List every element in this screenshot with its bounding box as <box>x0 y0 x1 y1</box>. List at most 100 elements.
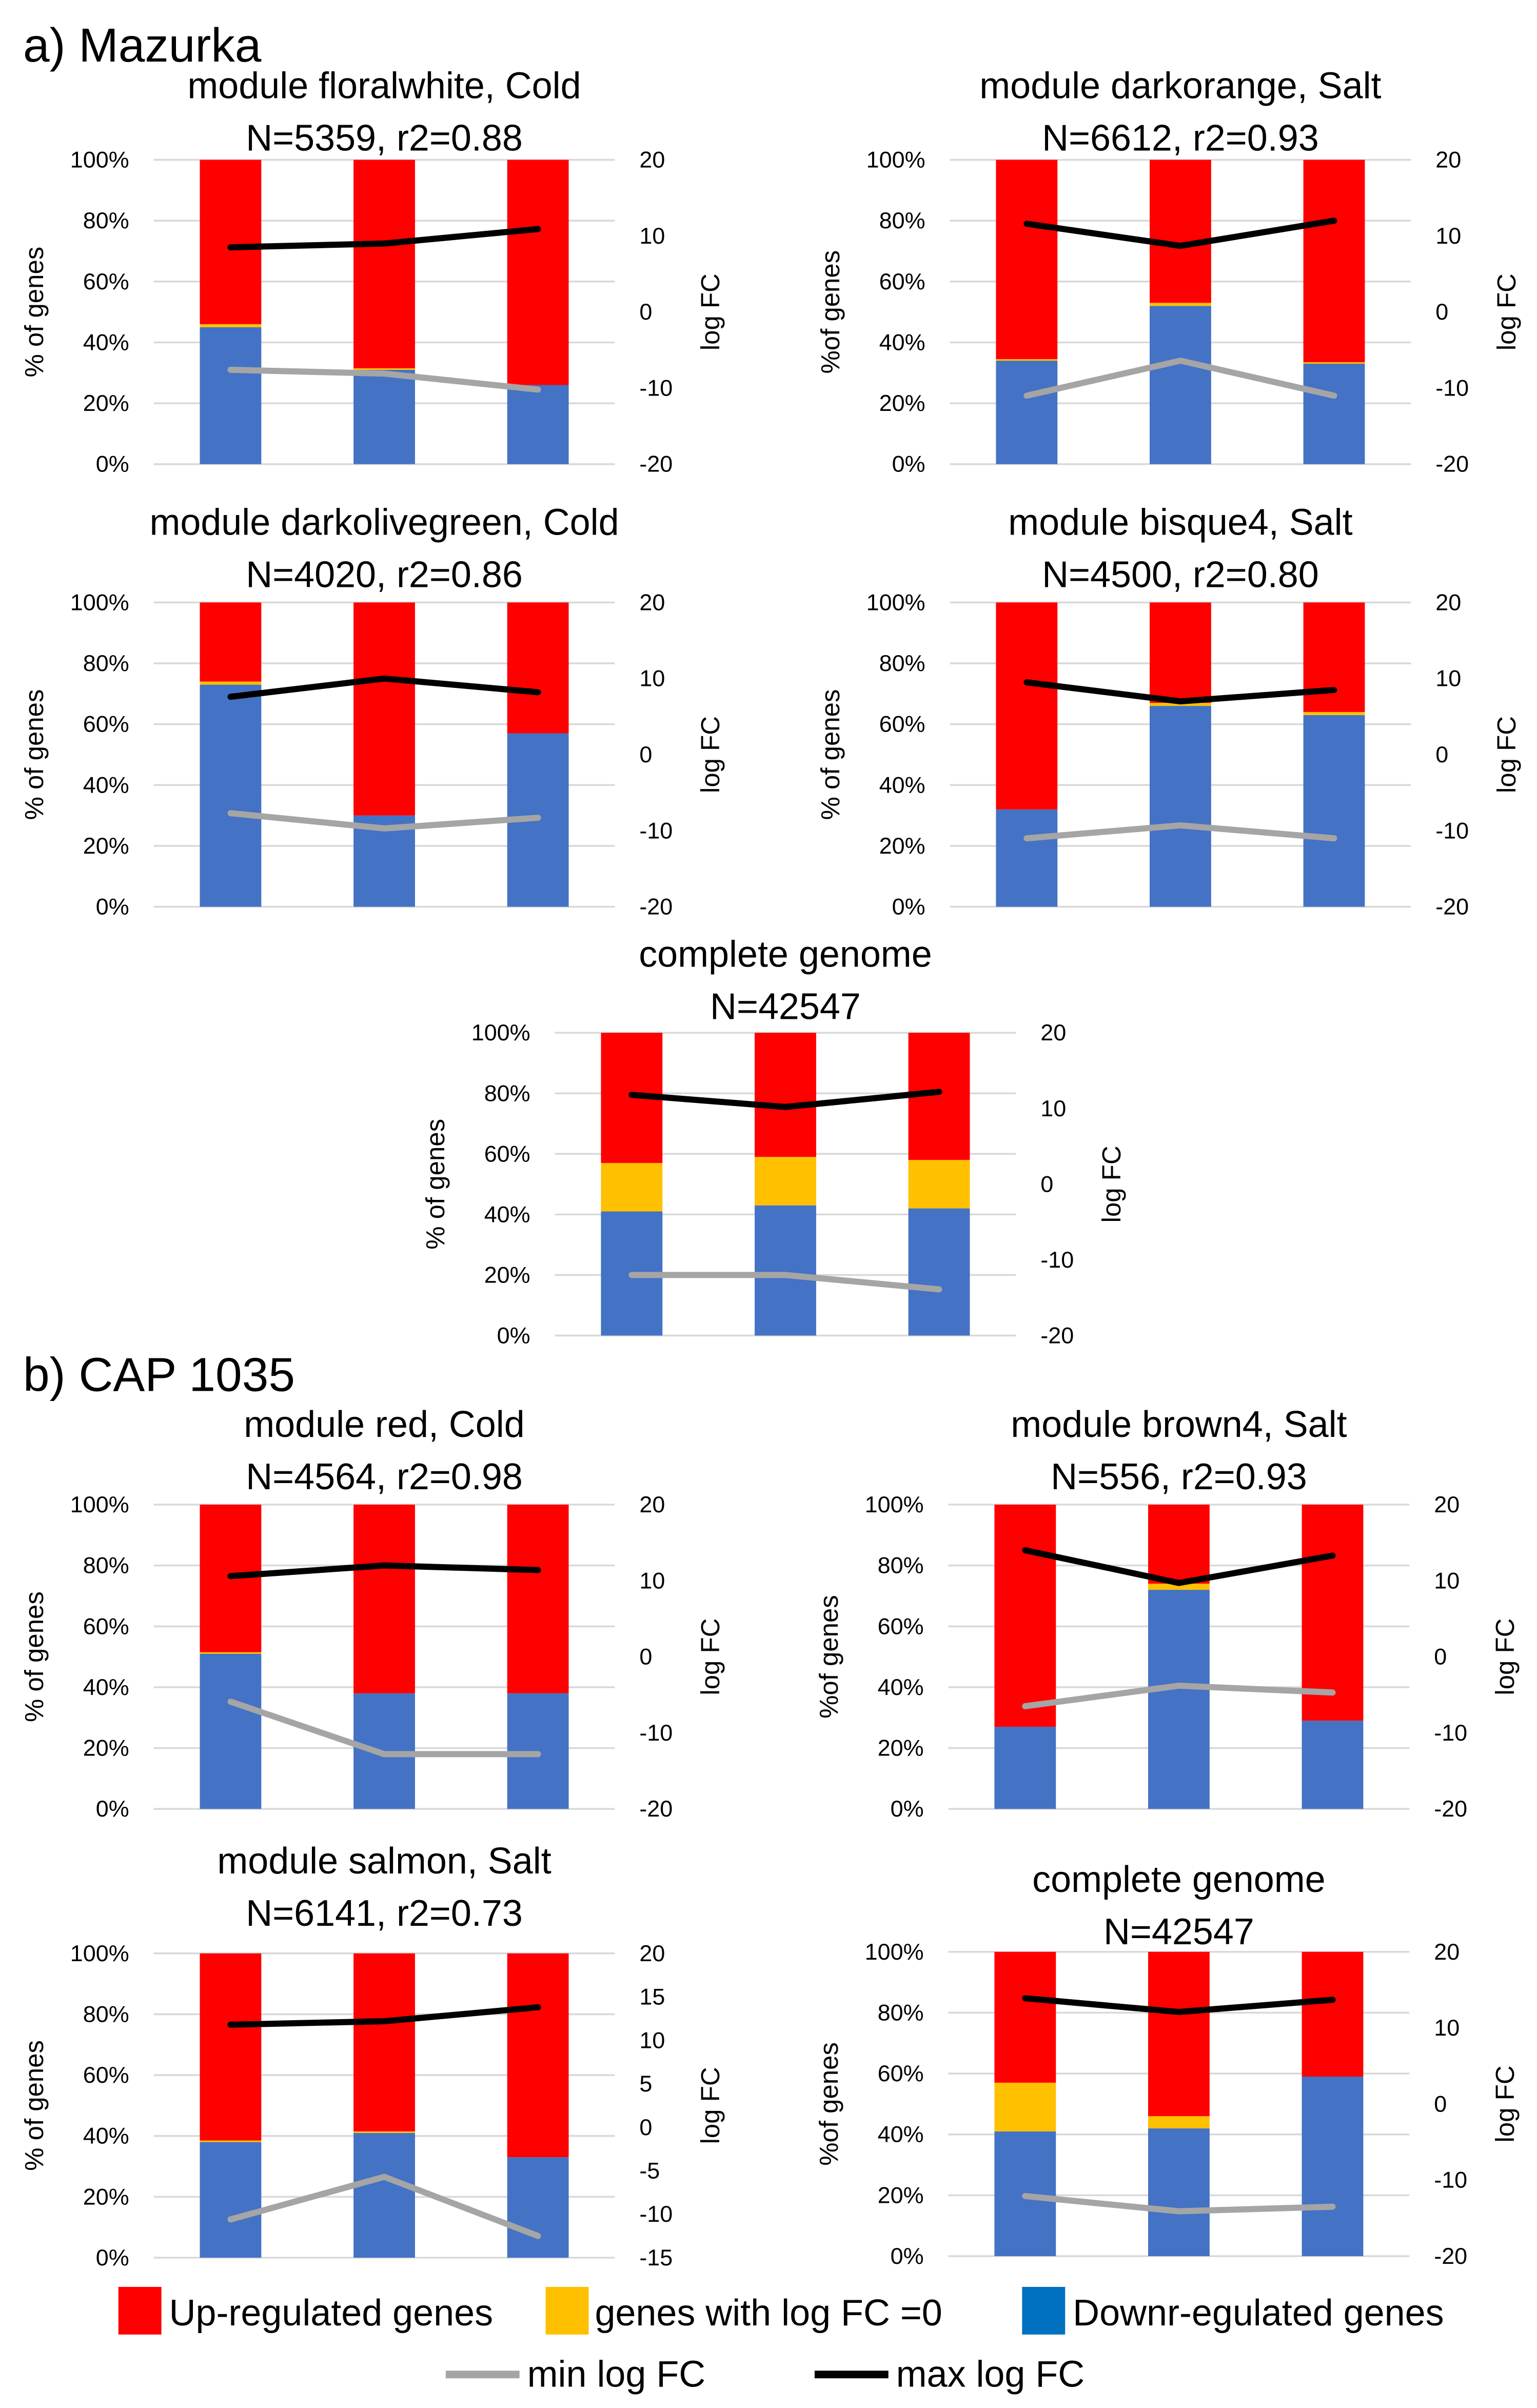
y2-tick-label: 20 <box>639 147 665 173</box>
y-axis-label: % of genes <box>19 689 49 820</box>
bar-up <box>200 602 262 682</box>
min-log-fc-line <box>227 1699 541 1758</box>
y-tick-label: 40% <box>83 2123 129 2149</box>
y-tick-label: 100% <box>865 1491 924 1517</box>
y2-tick-label: 10 <box>1434 2015 1460 2041</box>
bar-down <box>1149 706 1211 907</box>
bar-up <box>507 602 569 734</box>
y2-tick-label: -10 <box>639 1720 673 1746</box>
bar-down <box>353 369 415 464</box>
chart-subtitle: N=6141, r2=0.73 <box>246 1893 523 1934</box>
y2-tick-label: -10 <box>1435 374 1469 401</box>
bar-up <box>353 1953 415 2131</box>
y2-axis-label: log FC <box>696 2067 725 2144</box>
y2-tick-label: -10 <box>639 817 673 843</box>
y2-tick-label: -20 <box>1435 894 1469 920</box>
bar-up <box>353 160 415 368</box>
y-tick-label: 80% <box>83 2001 129 2027</box>
y-tick-label: 0% <box>96 2244 129 2271</box>
y2-tick-label: -20 <box>639 894 673 920</box>
min-log-fc-line <box>1023 358 1337 399</box>
chart-2: module darkorange, Salt N=6612, r2=0.93 0%… <box>816 66 1521 477</box>
bar-down <box>996 809 1058 907</box>
y2-axis-label: log FC <box>1492 273 1521 350</box>
max-log-fc-line <box>227 226 541 251</box>
y2-axis-label: log FC <box>1492 716 1521 793</box>
y2-tick-label: 20 <box>1435 589 1461 615</box>
y-tick-label: 40% <box>83 1674 129 1700</box>
section-a-label: a) Mazurka <box>23 18 262 72</box>
y-tick-label: 60% <box>879 268 925 294</box>
bar-zero <box>1148 2116 1210 2128</box>
y2-tick-label: 5 <box>639 2070 652 2097</box>
y-tick-label: 40% <box>83 329 129 355</box>
min-log-fc-line <box>227 810 541 832</box>
y-tick-label: 0% <box>96 1795 129 1822</box>
bar-down <box>507 2157 569 2258</box>
legend-label-max: max log FC <box>896 2354 1085 2395</box>
bar-up <box>200 160 262 324</box>
bar-up <box>1303 160 1365 363</box>
bar-up <box>200 1953 262 2141</box>
bar-down <box>200 1653 262 1809</box>
y-tick-label: 100% <box>70 589 129 615</box>
y-tick-label: 100% <box>865 1939 924 1965</box>
y2-axis-label: log FC <box>1097 1146 1126 1222</box>
max-log-fc-line <box>227 2004 541 2028</box>
y-tick-label: 20% <box>878 1735 924 1761</box>
charts: module floralwhite, Cold N=5359, r2=0.88 0… <box>19 66 1521 2271</box>
y2-tick-label: -15 <box>639 2244 673 2271</box>
bar-down <box>1303 364 1365 464</box>
chart-title: module salmon, Salt <box>217 1841 551 1882</box>
y-tick-label: 80% <box>484 1080 530 1106</box>
y-tick-label: 60% <box>484 1140 530 1167</box>
y-axis-label: % of genes <box>19 1591 49 1722</box>
y-tick-label: 60% <box>83 2062 129 2088</box>
y-tick-label: 60% <box>878 1613 924 1639</box>
y2-axis-label: log FC <box>696 273 725 350</box>
y2-tick-label: 10 <box>639 665 665 692</box>
y2-tick-label: 20 <box>1435 147 1461 173</box>
bar-up <box>996 602 1058 810</box>
y-tick-label: 40% <box>879 772 925 798</box>
chart-title: module brown4, Salt <box>1011 1404 1347 1445</box>
y-tick-label: 80% <box>878 1552 924 1578</box>
y-tick-label: 80% <box>83 650 129 676</box>
bar-up <box>1148 1505 1210 1584</box>
bar-down <box>908 1208 970 1336</box>
y2-tick-label: 20 <box>1040 1019 1066 1045</box>
y2-tick-label: -20 <box>639 1795 673 1822</box>
bar-down <box>755 1205 816 1336</box>
y2-tick-label: -20 <box>1434 2243 1467 2269</box>
bar-zero <box>994 2082 1056 2131</box>
y-tick-label: 0% <box>891 1795 924 1822</box>
bar-down <box>353 2133 415 2258</box>
y2-tick-label: 20 <box>1434 1939 1460 1965</box>
y-tick-label: 0% <box>497 1322 530 1348</box>
max-log-fc-line <box>1023 679 1337 705</box>
y2-tick-label: 0 <box>1434 1644 1447 1670</box>
chart-subtitle: N=4564, r2=0.98 <box>246 1456 523 1497</box>
bar-up <box>507 1953 569 2158</box>
y-axis-label: % of genes <box>421 1119 450 1250</box>
chart-7: module brown4, Salt N=556, r2=0.93 0% 20% 40… <box>814 1404 1520 1822</box>
y2-tick-label: 0 <box>639 299 652 325</box>
y-tick-label: 60% <box>83 268 129 294</box>
legend: Up-regulated genes genes with log FC =0 … <box>118 2286 1444 2395</box>
legend-label-down: Downr-egulated genes <box>1073 2293 1444 2334</box>
y-axis-label: % of genes <box>816 689 845 820</box>
y2-tick-label: -10 <box>1434 1720 1467 1746</box>
y-tick-label: 20% <box>83 833 129 859</box>
bar-down <box>1149 306 1211 464</box>
bar-zero <box>755 1157 816 1206</box>
chart-3: module darkolivegreen, Cold N=4020, r2=0.… <box>19 502 725 920</box>
bar-up <box>994 1951 1056 2083</box>
y2-axis-label: log FC <box>1490 1619 1520 1695</box>
y2-tick-label: 10 <box>639 223 665 249</box>
y2-tick-label: -10 <box>639 2201 673 2227</box>
y2-tick-label: -10 <box>639 374 673 401</box>
legend-label-up: Up-regulated genes <box>169 2293 493 2334</box>
y2-tick-label: -20 <box>1040 1322 1074 1348</box>
chart-title: module floralwhite, Cold <box>187 66 581 107</box>
